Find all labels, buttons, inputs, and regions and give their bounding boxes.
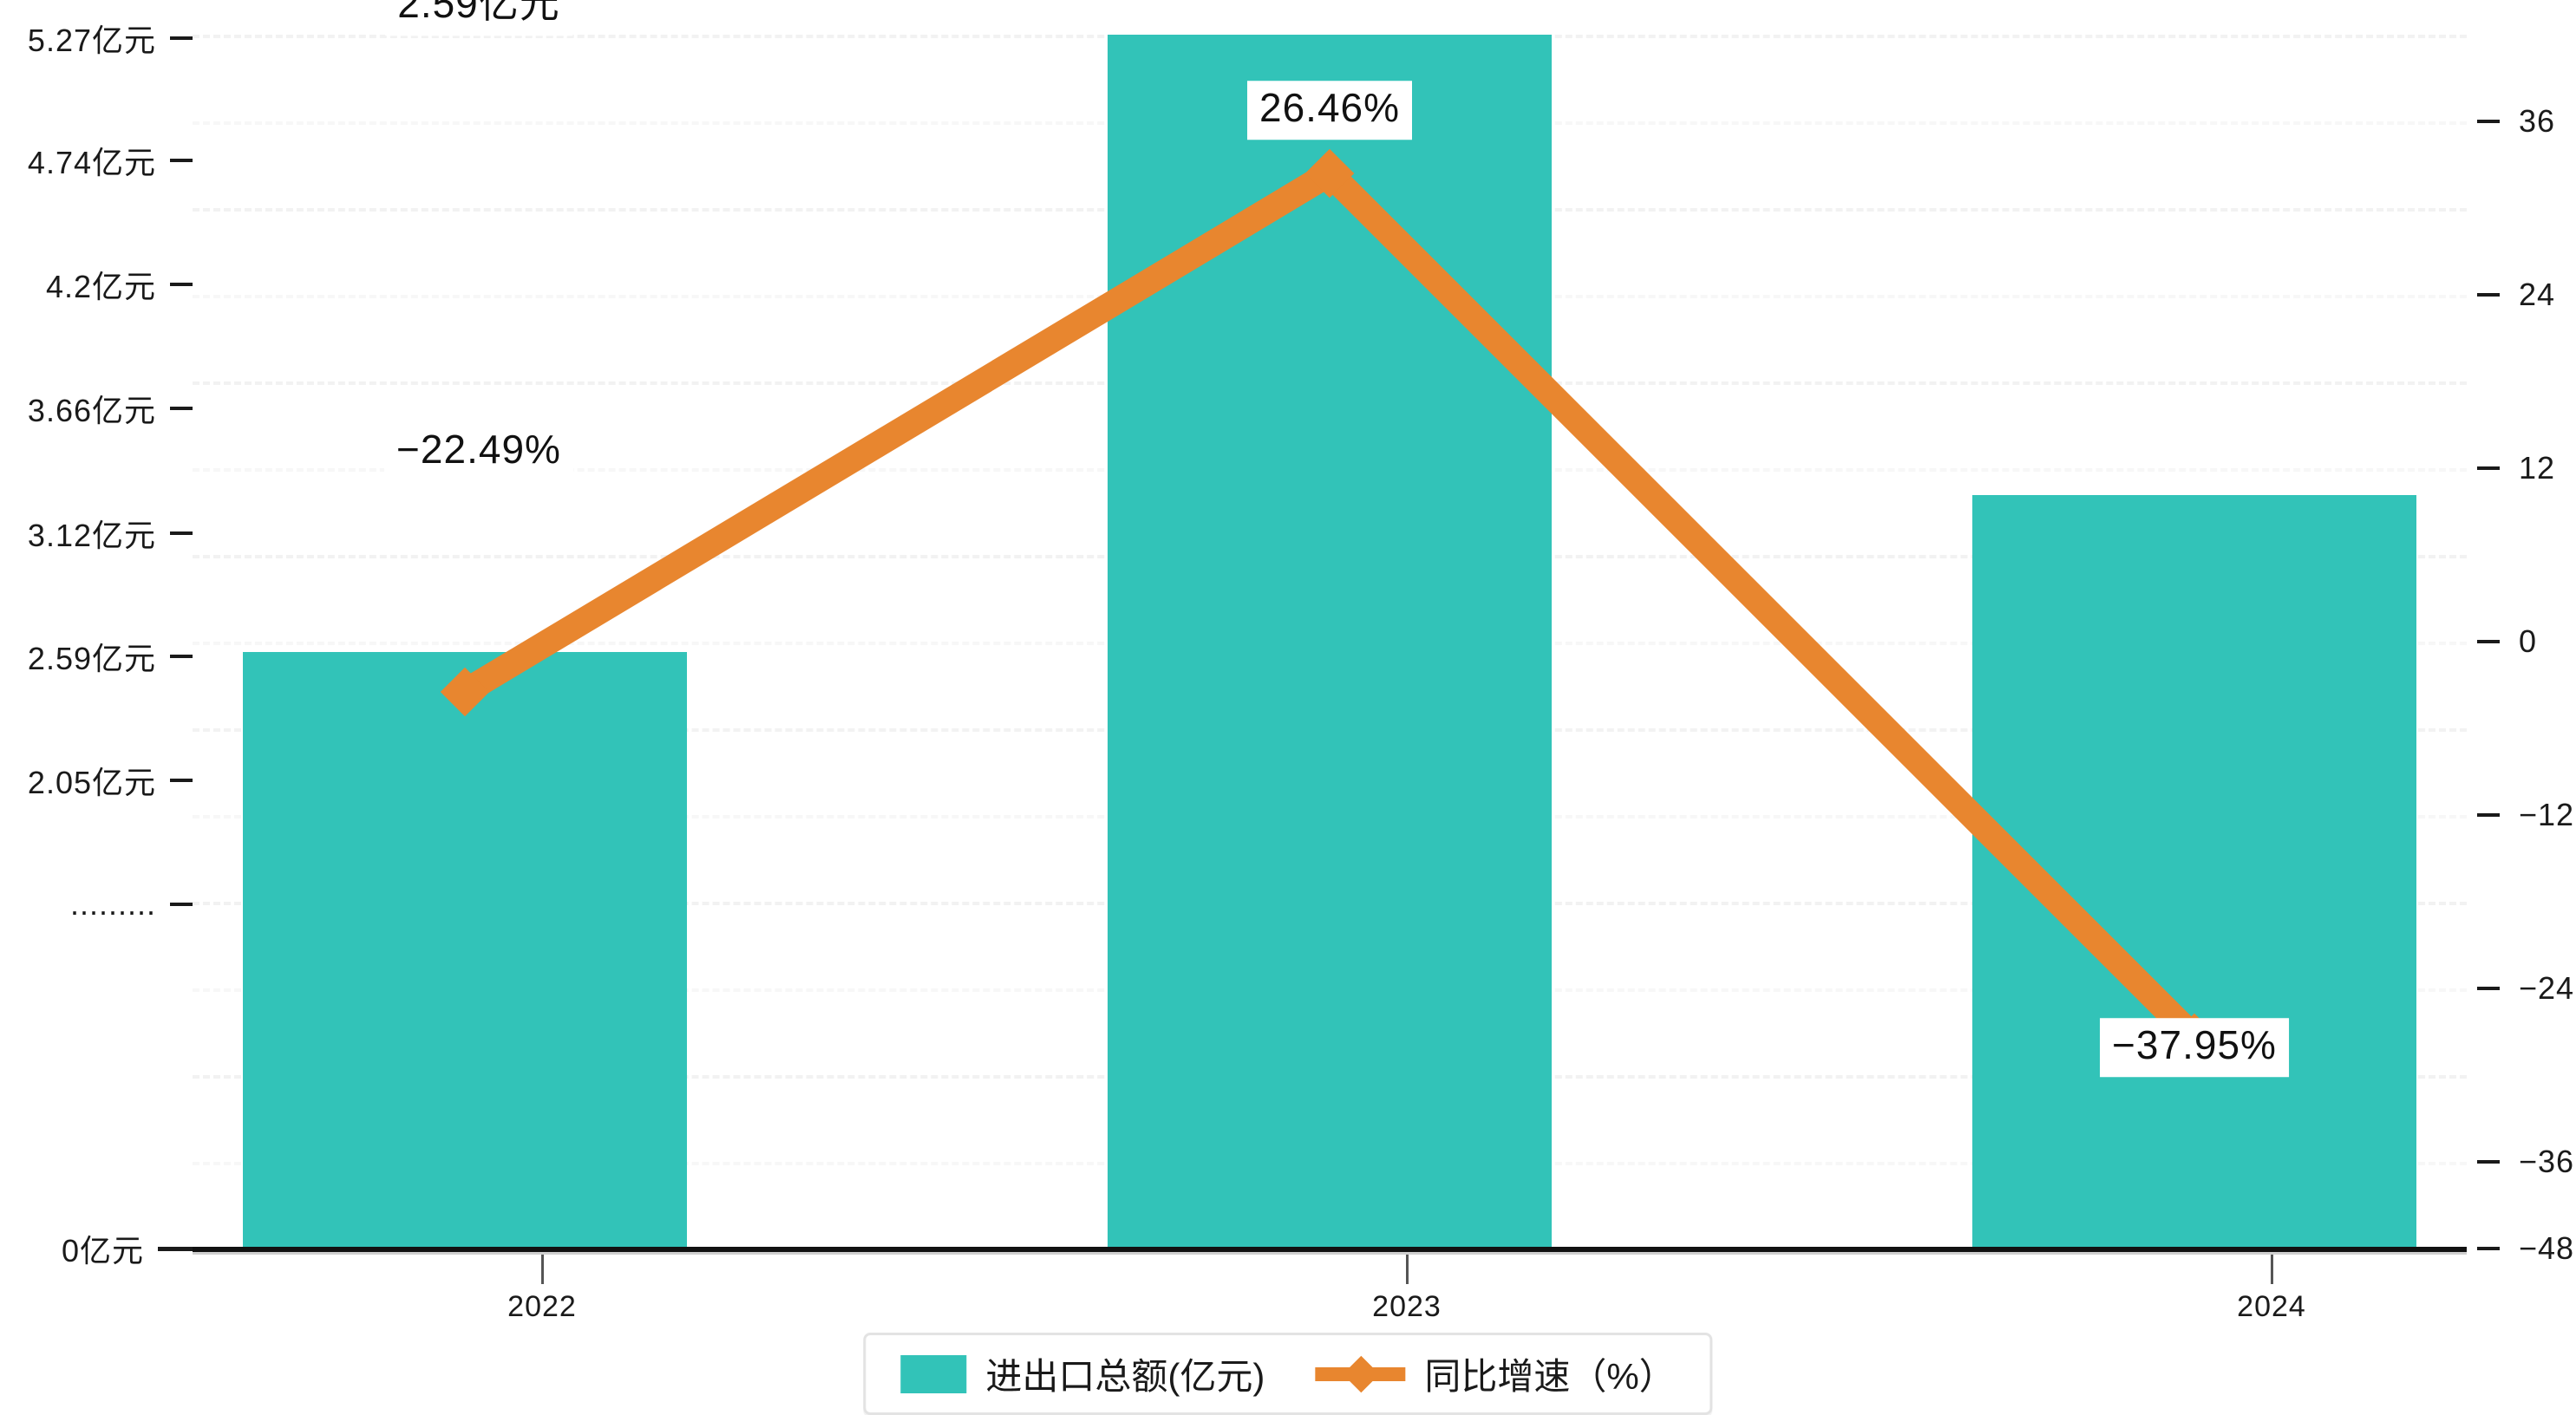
bar-label-2022: 2.59亿元	[385, 0, 572, 36]
x-axis-label-2024[interactable]: 2024	[2237, 1290, 2306, 1323]
plot-area: 2.59亿元 5.27亿元 3.27亿元 −22.49% 26.46% −37.…	[193, 0, 2467, 1252]
legend-item-growth-rate[interactable]: 同比增速（%）	[1315, 1347, 1676, 1400]
left-tick-label: 2.05亿元	[27, 765, 156, 800]
growth-line-markers	[440, 148, 2220, 1063]
legend-item-total-trade[interactable]: 进出口总额(亿元)	[900, 1347, 1265, 1400]
tick-dash	[2477, 813, 2500, 817]
tick-dash	[170, 159, 193, 162]
left-tick-label: 3.66亿元	[27, 393, 156, 428]
legend-label: 进出口总额(亿元)	[985, 1356, 1265, 1397]
x-axis-shadow	[193, 1252, 2467, 1255]
right-tick-label: 36	[2519, 103, 2556, 139]
growth-line-path	[452, 160, 2207, 1051]
tick-dash	[170, 903, 193, 906]
tick-dash	[2477, 1247, 2500, 1250]
left-tick-label: 0亿元	[61, 1233, 144, 1268]
tick-dash	[170, 531, 193, 535]
tick-dash	[2477, 120, 2500, 123]
x-tick-mark	[1406, 1255, 1409, 1284]
x-axis-line	[193, 1247, 2467, 1252]
left-tick-label: 5.27亿元	[27, 23, 156, 58]
bar-2022[interactable]	[243, 652, 687, 1249]
left-tick-label: 3.12亿元	[27, 518, 156, 553]
right-tick-label: 12	[2519, 450, 2556, 486]
right-tick-label: 24	[2519, 277, 2556, 312]
tick-dash	[170, 283, 193, 286]
right-tick-label: 0	[2519, 623, 2538, 659]
tick-dash	[2477, 1160, 2500, 1164]
tick-dash	[2477, 987, 2500, 990]
tick-dash	[170, 655, 193, 658]
x-axis-label-2023[interactable]: 2023	[1372, 1290, 1442, 1323]
x-axis-label-2022[interactable]: 2022	[507, 1290, 577, 1323]
bar-2023[interactable]	[1108, 35, 1552, 1249]
line-label-2023: 26.46%	[1246, 81, 1413, 140]
tick-dash	[158, 1246, 193, 1251]
right-tick-label: −48	[2519, 1230, 2575, 1266]
tick-dash	[2477, 640, 2500, 643]
left-tick-label: 4.2亿元	[45, 269, 156, 304]
square-swatch-icon	[900, 1354, 967, 1393]
right-tick-label: −24	[2519, 970, 2575, 1006]
left-tick-label: .........	[69, 886, 156, 922]
tick-dash	[170, 407, 193, 410]
tick-dash	[2477, 466, 2500, 470]
tick-dash	[170, 36, 193, 40]
chart-legend: 进出口总额(亿元) 同比增速（%）	[863, 1333, 1713, 1415]
tick-dash	[170, 779, 193, 782]
line-diamond-marker-icon	[1315, 1355, 1406, 1393]
right-tick-label: −36	[2519, 1144, 2575, 1179]
right-tick-label: −12	[2519, 797, 2575, 832]
line-label-2022: −22.49%	[384, 422, 573, 481]
legend-label: 同比增速（%）	[1424, 1356, 1676, 1397]
tick-dash	[2477, 293, 2500, 297]
left-tick-label: 4.74亿元	[27, 145, 156, 180]
line-label-2024: −37.95%	[2100, 1018, 2289, 1077]
marker-2023	[1304, 148, 1355, 199]
x-tick-mark	[2271, 1255, 2273, 1284]
x-tick-mark	[541, 1255, 544, 1284]
left-tick-label: 2.59亿元	[27, 641, 156, 676]
